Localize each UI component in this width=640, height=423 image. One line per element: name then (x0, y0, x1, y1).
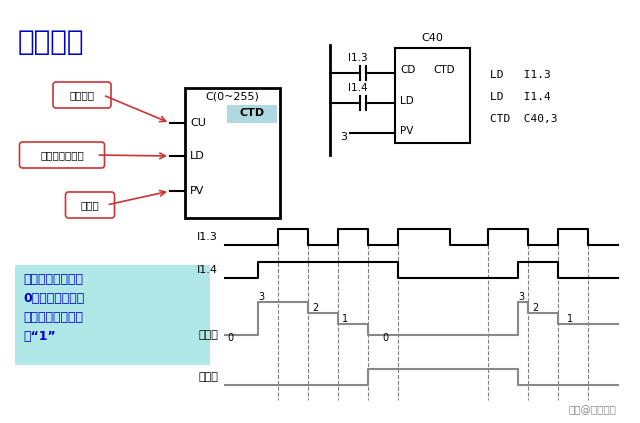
Text: C40: C40 (422, 33, 444, 43)
Bar (185, 88, 280, 218)
Text: LD: LD (190, 151, 205, 161)
Text: C(0~255): C(0~255) (205, 91, 259, 101)
Text: PV: PV (190, 186, 204, 196)
Text: CTD: CTD (239, 108, 264, 118)
Text: 设定值: 设定值 (81, 200, 99, 210)
Bar (227, 105, 277, 123)
Text: 减计数器: 减计数器 (18, 28, 84, 56)
Text: 当前值: 当前值 (198, 330, 218, 340)
Text: 3: 3 (340, 132, 348, 142)
Text: 3: 3 (518, 292, 524, 302)
Text: PV: PV (400, 126, 413, 136)
Bar (15, 265, 210, 365)
Text: I1.4: I1.4 (348, 83, 368, 93)
Text: I1.3: I1.3 (348, 53, 368, 63)
Text: I1.3: I1.3 (197, 232, 218, 242)
Text: 头条@荣久科技: 头条@荣久科技 (568, 405, 616, 415)
FancyBboxPatch shape (65, 192, 115, 218)
Text: 计数器当前值等于
0时，停止计数，
同时计数器位被置
位“1”: 计数器当前值等于 0时，停止计数， 同时计数器位被置 位“1” (23, 273, 84, 343)
Text: CTD: CTD (433, 65, 454, 75)
FancyBboxPatch shape (53, 82, 111, 108)
Text: CTD  C40,3: CTD C40,3 (490, 114, 557, 124)
Text: 0: 0 (382, 333, 388, 343)
Text: 1: 1 (342, 314, 348, 324)
Text: CD: CD (400, 65, 415, 75)
Text: LD   I1.4: LD I1.4 (490, 92, 551, 102)
Text: 复位，装设定值: 复位，装设定值 (40, 150, 84, 160)
Text: 2: 2 (532, 303, 538, 313)
Bar (185, 88, 280, 106)
Text: I1.4: I1.4 (197, 265, 218, 275)
Bar (395, 48, 470, 143)
Text: 输出端: 输出端 (198, 372, 218, 382)
Text: LD   I1.3: LD I1.3 (490, 70, 551, 80)
Text: LD: LD (400, 96, 413, 106)
Text: 0: 0 (227, 333, 233, 343)
Text: 2: 2 (312, 303, 318, 313)
Text: 计脉冲数: 计脉冲数 (70, 90, 95, 100)
Text: 1: 1 (567, 314, 573, 324)
Text: CU: CU (190, 118, 206, 128)
Text: 3: 3 (258, 292, 264, 302)
FancyBboxPatch shape (19, 142, 104, 168)
